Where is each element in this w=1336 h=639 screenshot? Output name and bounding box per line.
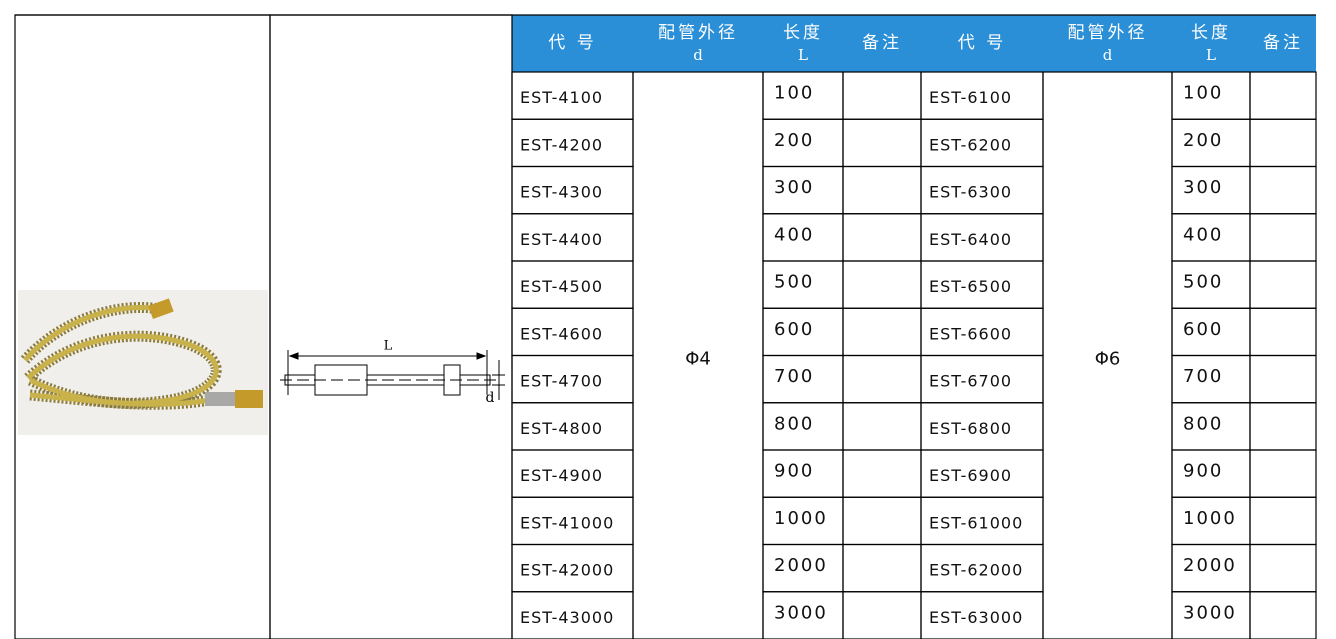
code: EST-6700 <box>929 372 1012 391</box>
code: EST-42000 <box>520 561 614 580</box>
length: 3000 <box>1183 602 1237 623</box>
length: 200 <box>774 130 814 151</box>
code: EST-62000 <box>929 561 1023 580</box>
header-symbol: d <box>1103 46 1113 64</box>
header-label: 配管外径 <box>1068 23 1148 43</box>
header-symbol: d <box>693 46 703 64</box>
diameter-label: d <box>486 390 495 406</box>
header-symbol: L <box>1206 46 1216 64</box>
code: EST-4100 <box>520 88 603 107</box>
code: EST-41000 <box>520 513 614 532</box>
length: 1000 <box>1183 508 1237 529</box>
code: EST-43000 <box>520 608 614 627</box>
code: EST-4700 <box>520 372 603 391</box>
code: EST-4900 <box>520 466 603 485</box>
length: 500 <box>774 272 814 293</box>
header-label: 长度 <box>1191 23 1231 43</box>
length: 800 <box>1183 413 1223 434</box>
code: EST-4800 <box>520 419 603 438</box>
code: EST-6100 <box>929 88 1012 107</box>
length: 100 <box>1183 83 1223 104</box>
length: 300 <box>774 177 814 198</box>
length: 2000 <box>774 555 828 576</box>
length: 100 <box>774 83 814 104</box>
length: 2000 <box>1183 555 1237 576</box>
code: EST-6500 <box>929 277 1012 296</box>
code: EST-6300 <box>929 183 1012 202</box>
code: EST-4500 <box>520 277 603 296</box>
code: EST-61000 <box>929 513 1023 532</box>
length: 800 <box>774 413 814 434</box>
cell <box>511 591 634 639</box>
header-symbol: L <box>798 46 808 64</box>
header-label: 备注 <box>862 33 902 53</box>
code: EST-4200 <box>520 135 603 154</box>
length: 400 <box>1183 224 1223 245</box>
header-label: 代 号 <box>958 33 1006 53</box>
length: 300 <box>1183 177 1223 198</box>
header-label: 备注 <box>1263 33 1303 53</box>
code: EST-6400 <box>929 230 1012 249</box>
header-band <box>512 15 1316 72</box>
length: 700 <box>1183 366 1223 387</box>
diameter: Φ6 <box>1095 349 1121 370</box>
cell <box>1249 591 1317 639</box>
code: EST-6800 <box>929 419 1012 438</box>
hose-photo <box>18 290 268 435</box>
header-label: 长度 <box>783 23 823 43</box>
diameter: Φ4 <box>685 349 711 370</box>
length: 900 <box>774 461 814 482</box>
length: 700 <box>774 366 814 387</box>
code: EST-6600 <box>929 324 1012 343</box>
length: 200 <box>1183 130 1223 151</box>
length: 500 <box>1183 272 1223 293</box>
length: 600 <box>774 319 814 340</box>
length: 1000 <box>774 508 828 529</box>
header-label: 配管外径 <box>658 23 738 43</box>
code: EST-6900 <box>929 466 1012 485</box>
length: 400 <box>774 224 814 245</box>
header-label: 代 号 <box>548 33 596 53</box>
length: 600 <box>1183 319 1223 340</box>
code: EST-6200 <box>929 135 1012 154</box>
code: EST-4400 <box>520 230 603 249</box>
cell <box>920 591 1044 639</box>
length-label: L <box>384 339 393 354</box>
code: EST-63000 <box>929 608 1023 627</box>
code: EST-4300 <box>520 183 603 202</box>
hose-drawing <box>280 350 505 400</box>
length: 3000 <box>774 602 828 623</box>
code: EST-4600 <box>520 324 603 343</box>
length: 900 <box>1183 461 1223 482</box>
